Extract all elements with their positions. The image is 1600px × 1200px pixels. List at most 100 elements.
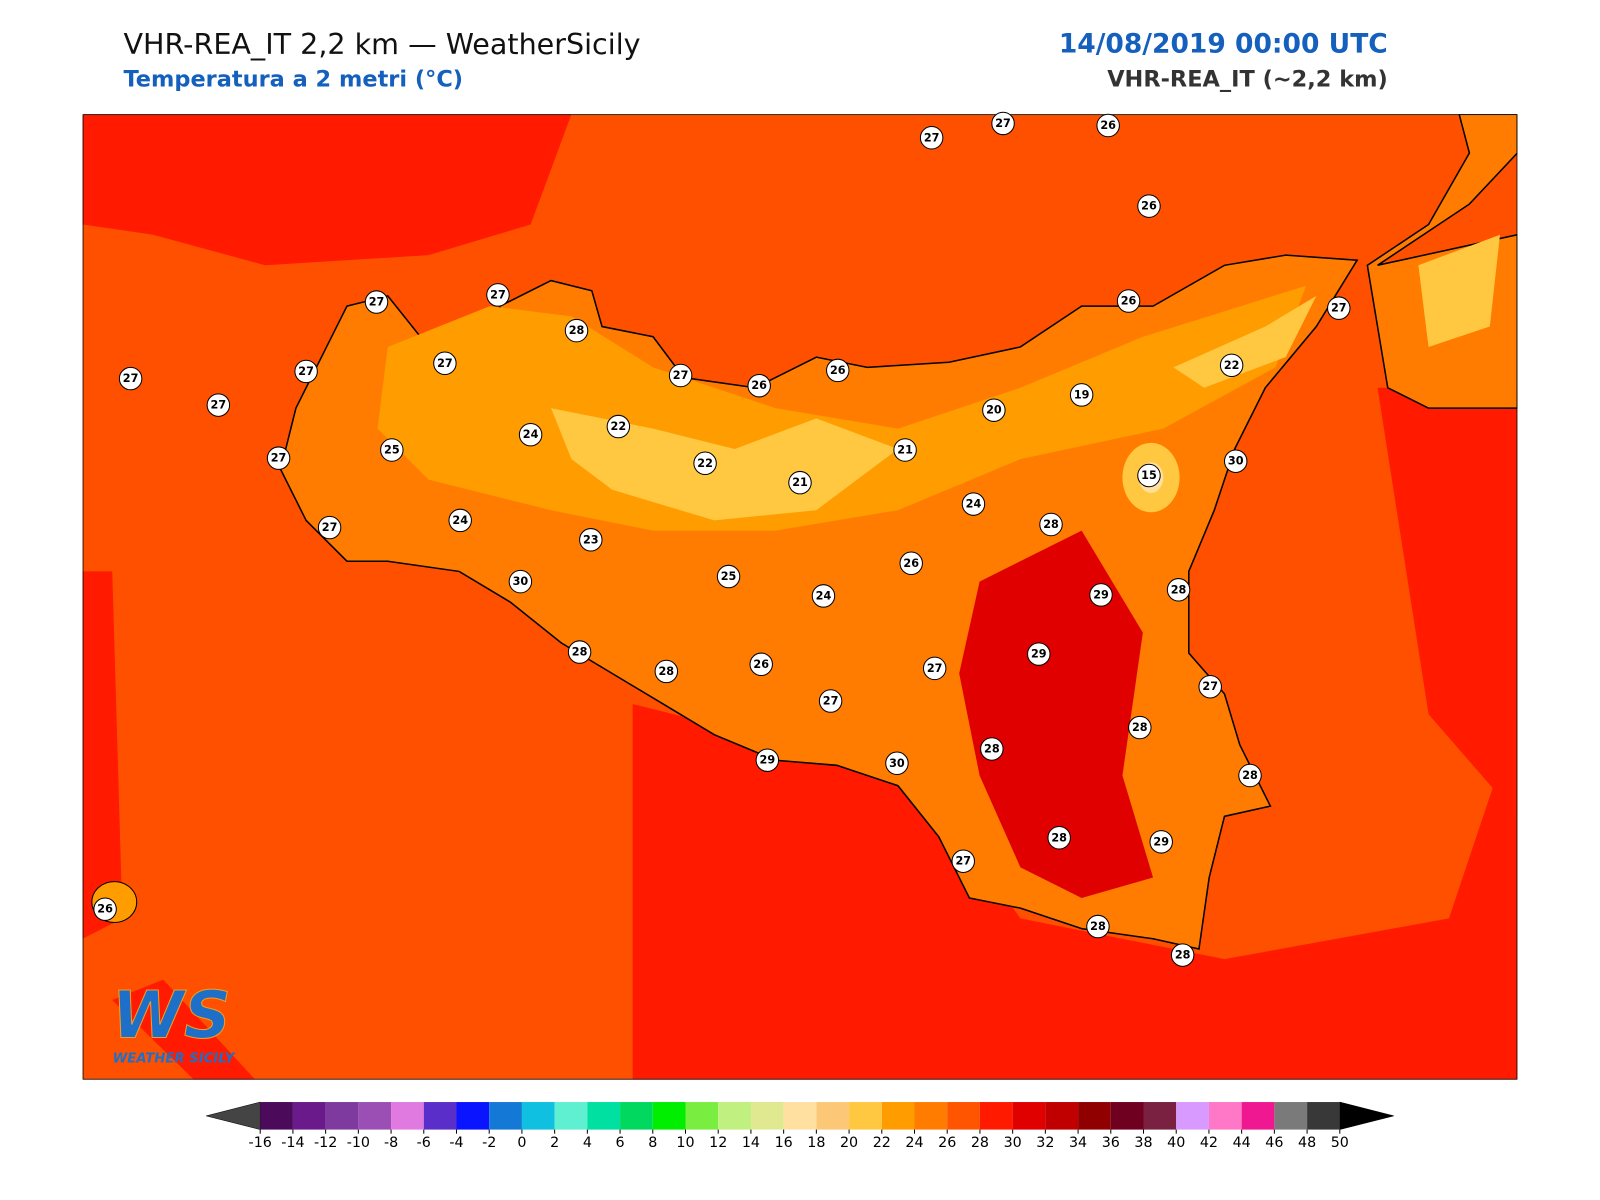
station-value: 26 — [751, 379, 767, 392]
station-marker — [294, 359, 318, 384]
station-value: 27 — [490, 288, 506, 301]
colorbar-swatch — [587, 1102, 621, 1130]
station-marker — [1096, 113, 1120, 138]
station-value: 27 — [1331, 302, 1347, 315]
cool-area — [1418, 234, 1500, 347]
colorbar-tick-label: 10 — [676, 1135, 694, 1151]
station-marker — [668, 363, 693, 388]
station-marker — [982, 398, 1006, 422]
station-marker — [885, 751, 909, 775]
colorbar-tick-label: 4 — [583, 1135, 592, 1151]
colorbar-tick-label: -2 — [482, 1135, 496, 1151]
station-marker — [1027, 642, 1051, 666]
colorbar-tick-label: 42 — [1200, 1135, 1218, 1151]
station-value: 24 — [816, 589, 832, 602]
station-value: 22 — [697, 457, 713, 470]
colorbar-swatch — [849, 1102, 882, 1130]
station-value: 22 — [1224, 359, 1240, 372]
colorbar-swatch — [391, 1102, 424, 1130]
colorbar-swatch — [652, 1102, 686, 1130]
station-value: 26 — [830, 364, 846, 377]
station-marker — [826, 358, 850, 383]
station-value: 28 — [984, 742, 1000, 755]
station-value: 23 — [583, 533, 599, 546]
colorbar-tick-label: -8 — [384, 1135, 398, 1151]
station-value: 26 — [1141, 200, 1157, 213]
station-marker — [951, 849, 975, 873]
colorbar-tick-label: -16 — [249, 1135, 272, 1151]
station-marker — [1128, 715, 1152, 740]
colorbar-tick-label: 50 — [1331, 1135, 1349, 1151]
colorbar-swatch — [1143, 1102, 1177, 1130]
station-marker — [1137, 194, 1161, 218]
colorbar-swatch — [914, 1102, 948, 1130]
station-marker — [266, 446, 291, 470]
colorbar-swatch — [1176, 1102, 1209, 1130]
colorbar-swatch — [554, 1102, 588, 1130]
colorbar-tick-label: 18 — [807, 1135, 825, 1151]
colorbar-tick-label: 44 — [1233, 1135, 1251, 1151]
station-marker — [1039, 512, 1063, 537]
station-marker — [811, 584, 836, 608]
station-marker — [899, 551, 923, 575]
colorbar-swatch — [718, 1102, 751, 1130]
warm-area — [112, 979, 256, 1080]
warm-area — [82, 114, 572, 266]
station-value: 27 — [823, 695, 839, 708]
station-value: 25 — [384, 444, 400, 457]
station-value: 26 — [1121, 295, 1137, 308]
station-marker — [749, 652, 773, 677]
station-value: 20 — [986, 404, 1002, 417]
station-value: 28 — [1242, 769, 1258, 782]
station-value: 26 — [903, 557, 919, 570]
station-marker — [448, 508, 472, 533]
station-marker — [1219, 353, 1244, 378]
station-value: 26 — [1100, 119, 1116, 132]
station-marker — [980, 737, 1004, 761]
station-value: 28 — [1132, 721, 1148, 734]
colorbar-tick-label: 16 — [775, 1135, 793, 1151]
colorbar-swatch — [358, 1102, 392, 1130]
colorbar-tick-label: 2 — [550, 1135, 559, 1151]
station-value: 26 — [97, 903, 113, 916]
station-value: 27 — [955, 855, 971, 868]
title: VHR-REA_IT 2,2 km — WeatherSicily — [123, 27, 640, 61]
logo-caption: WEATHER SICILY — [113, 1052, 236, 1067]
station-value: 28 — [1043, 518, 1059, 531]
station-marker — [1166, 578, 1191, 602]
station-marker — [1089, 583, 1113, 607]
station-marker — [1047, 826, 1071, 850]
colorbar-tick-label: 32 — [1036, 1135, 1054, 1151]
station-value: 22 — [611, 420, 627, 433]
colorbar-tick-label: 28 — [971, 1135, 989, 1151]
station-marker — [380, 438, 404, 462]
colorbar-swatch — [979, 1102, 1013, 1130]
station-marker — [919, 126, 944, 150]
station-value: 24 — [452, 514, 468, 527]
station-value: 27 — [995, 117, 1011, 130]
colorbar-tick-label: 24 — [905, 1135, 923, 1151]
colorbar-swatch — [750, 1102, 784, 1130]
station-value: 27 — [437, 357, 453, 370]
station-marker — [922, 656, 947, 681]
colorbar-swatch — [1012, 1102, 1046, 1130]
station-value: 30 — [1228, 455, 1244, 468]
colorbar-tick-label: 20 — [840, 1135, 858, 1151]
station-marker — [1238, 763, 1262, 788]
station-value: 30 — [513, 575, 529, 588]
colorbar-swatch — [1078, 1102, 1111, 1130]
station-value: 27 — [927, 662, 943, 675]
colorbar-swatch — [292, 1102, 326, 1130]
warm-area — [632, 704, 1518, 1080]
station-value: 29 — [1093, 588, 1109, 601]
colorbar-tick-label: 38 — [1134, 1135, 1152, 1151]
station-value: 28 — [659, 665, 675, 678]
colorbar-tick-label: 26 — [938, 1135, 956, 1151]
station-marker — [1069, 383, 1094, 407]
colorbar-swatch — [816, 1102, 850, 1130]
colorbar-swatch — [423, 1102, 457, 1130]
logo-text: WS — [112, 977, 231, 1053]
station-value: 27 — [369, 296, 385, 309]
station-marker — [893, 438, 917, 462]
station-value: 28 — [1171, 583, 1187, 596]
